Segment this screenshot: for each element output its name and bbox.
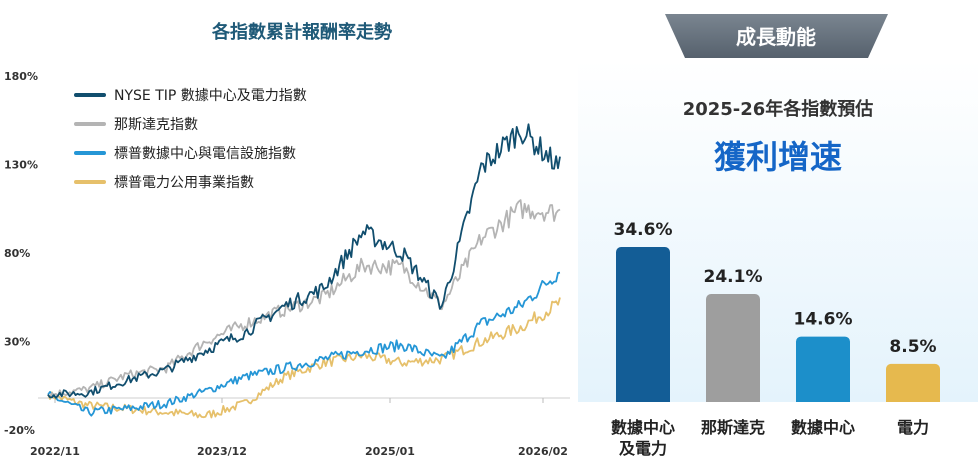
- badge-label: 成長動能: [736, 25, 816, 49]
- chart-title: 各指數累計報酬率走勢: [211, 21, 392, 43]
- bar-base: [616, 396, 670, 402]
- legend-label: 標普電力公用事業指數: [114, 175, 254, 191]
- bar: [616, 247, 670, 402]
- series-line: [47, 297, 561, 419]
- x-tick-label: 2025/01: [365, 445, 415, 458]
- bar: [796, 336, 850, 402]
- bar-value-label: 14.6%: [794, 310, 853, 330]
- series-line: [47, 123, 561, 399]
- series-line: [47, 199, 561, 399]
- bar: [706, 294, 760, 402]
- x-tick-label: 2026/02: [518, 445, 568, 458]
- y-tick-label: -20%: [4, 424, 35, 437]
- panel-title: 2025-26年各指數預估: [683, 98, 874, 120]
- bar-category-label: 數據中心: [611, 418, 675, 437]
- bar-value-label: 24.1%: [704, 267, 763, 287]
- bar-base: [796, 396, 850, 402]
- legend-label: 標普數據中心與電信設施指數: [114, 146, 296, 162]
- badge-shape: [665, 14, 888, 58]
- bar-value-label: 34.6%: [614, 220, 673, 240]
- bar-base: [886, 396, 940, 402]
- bar-category-label: 及電力: [619, 439, 667, 458]
- series-line: [47, 271, 561, 417]
- panel-subtitle: 獲利增速: [714, 138, 842, 176]
- y-tick-label: 180%: [4, 70, 38, 83]
- y-tick-label: 130%: [4, 159, 38, 172]
- bar-category-label: 那斯達克: [701, 418, 765, 437]
- panel-background: [578, 60, 978, 402]
- bar-base: [706, 396, 760, 402]
- bar-category-label: 電力: [897, 418, 929, 437]
- x-tick-label: 2023/12: [197, 445, 247, 458]
- bar-category-label: 數據中心: [791, 418, 855, 437]
- legend-label: NYSE TIP 數據中心及電力指數: [114, 88, 307, 104]
- x-tick-label: 2022/11: [30, 445, 80, 458]
- cumulative-return-chart: 各指數累計報酬率走勢 180% 130% 80% 30% -20% 2022/11 202…: [4, 21, 570, 458]
- bar: [886, 363, 940, 402]
- bar-value-label: 8.5%: [889, 337, 936, 357]
- y-tick-label: 30%: [4, 336, 30, 349]
- y-tick-label: 80%: [4, 247, 30, 260]
- legend-label: 那斯達克指數: [114, 117, 198, 133]
